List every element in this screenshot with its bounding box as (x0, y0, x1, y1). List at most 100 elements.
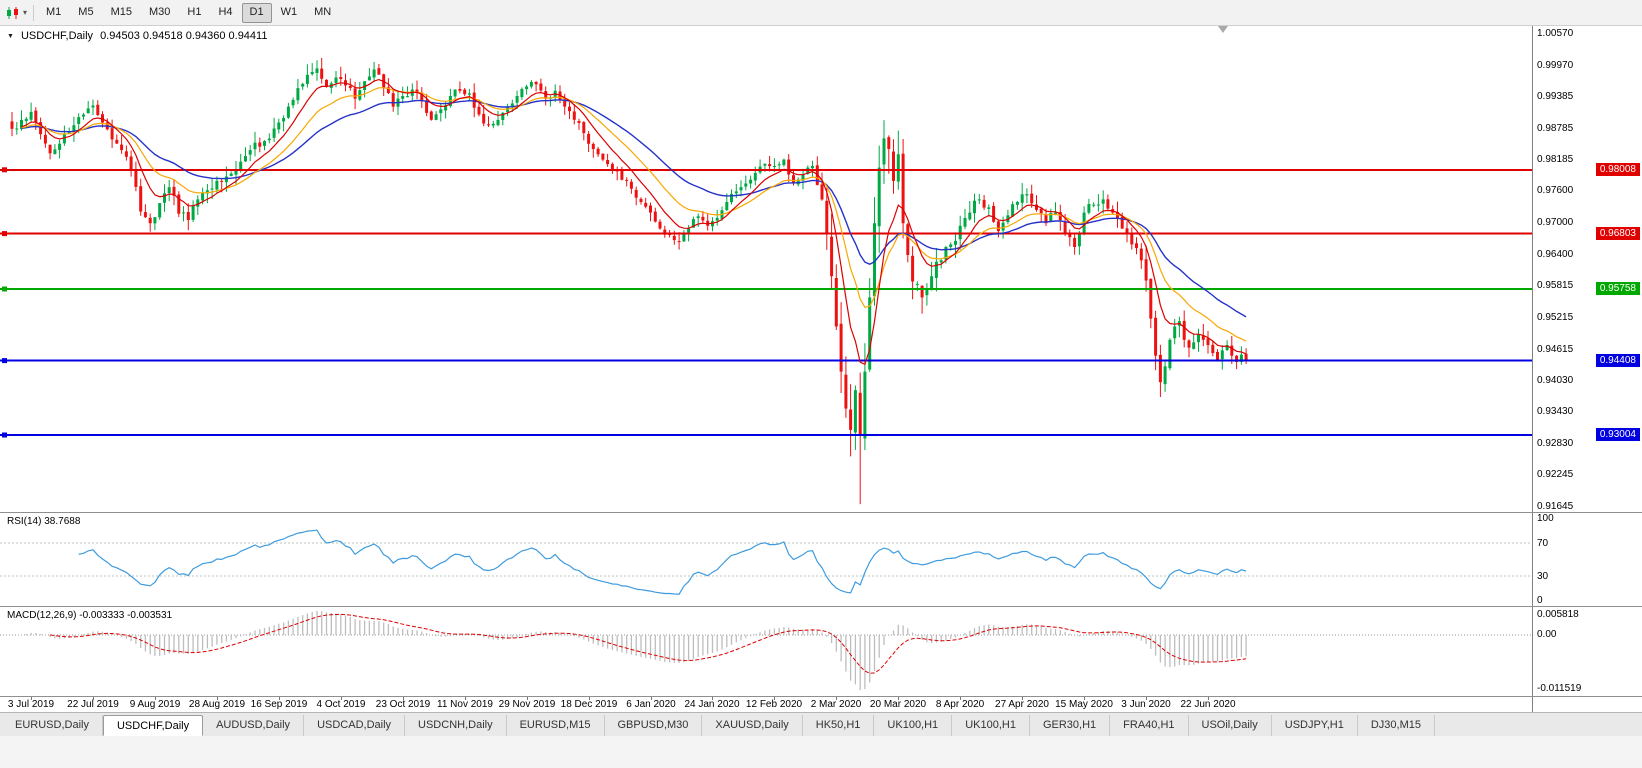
date-label: 3 Jul 2019 (7, 699, 55, 710)
timeframe-button-h1[interactable]: H1 (187, 5, 202, 18)
rsi-tick: 30 (1537, 571, 1549, 583)
date-label: 18 Dec 2019 (560, 699, 618, 710)
price-tick: 0.97600 (1537, 185, 1574, 197)
date-tick-mark (960, 697, 961, 700)
price-tick: 0.98185 (1537, 154, 1574, 166)
axis-corner (1532, 697, 1642, 712)
chart-tab-eurusd-daily[interactable]: EURUSD,Daily (2, 715, 103, 736)
chart-tab-ger30-h1[interactable]: GER30,H1 (1030, 715, 1111, 736)
timeframe-buttons: M1 M5 M15 M30 H1 H4 D1 W1 MN (38, 2, 339, 23)
date-label: 29 Nov 2019 (498, 699, 556, 710)
chart-tab-usoil-daily[interactable]: USOil,Daily (1189, 715, 1272, 736)
date-tick-mark (465, 697, 466, 700)
date-label: 11 Nov 2019 (437, 699, 493, 710)
price-chart-panel: ▼ USDCHF,Daily 0.94503 0.94518 0.94360 0… (0, 26, 1642, 512)
timeframe-button-w1[interactable]: W1 (280, 5, 298, 18)
chart-type-icon[interactable] (5, 6, 21, 20)
rsi-panel: RSI(14) 38.7688 100 70 30 0 (0, 512, 1642, 606)
hline-handle[interactable] (2, 231, 7, 237)
chart-tab-dj30-m15[interactable]: DJ30,M15 (1358, 715, 1435, 736)
date-axis[interactable]: 3 Jul 2019 22 Jul 2019 9 Aug 2019 28 Aug 20… (0, 696, 1642, 712)
price-tick: 0.95815 (1537, 280, 1574, 291)
timeframe-button-m15[interactable]: M15 (110, 5, 132, 18)
chart-tab-bar: EURUSD,Daily USDCHF,Daily AUDUSD,Daily USDC… (0, 712, 1642, 736)
macd-tick: -0.011519 (1537, 683, 1582, 694)
rsi-tick: 100 (1537, 513, 1554, 524)
chart-tab-uk100-h1[interactable]: UK100,H1 (874, 715, 953, 736)
date-tick-mark (31, 697, 32, 700)
chart-tab-usdchf-daily[interactable]: USDCHF,Daily (102, 715, 204, 736)
date-labels: 3 Jul 2019 22 Jul 2019 9 Aug 2019 28 Aug 20… (0, 697, 1532, 712)
chart-menu-icon[interactable]: ▼ (7, 32, 14, 40)
chart-ohlc-values: 0.94503 0.94518 0.94360 0.94411 (100, 30, 268, 42)
date-label: 15 May 2020 (1055, 699, 1113, 710)
rsi-line (78, 529, 1247, 595)
date-tick-mark (93, 697, 94, 700)
price-plot[interactable]: ▼ USDCHF,Daily 0.94503 0.94518 0.94360 0… (0, 26, 1532, 512)
rsi-svg (0, 529, 1532, 595)
macd-signal-line (50, 613, 1247, 674)
price-tick: 0.99970 (1537, 59, 1574, 71)
rsi-tick: 0 (1537, 595, 1543, 606)
chart-tab-usdcad-daily[interactable]: USDCAD,Daily (304, 715, 406, 736)
chart-tab-eurusd-m15[interactable]: EURUSD,M15 (507, 715, 605, 736)
chart-tab-audusd-daily[interactable]: AUDUSD,Daily (203, 715, 305, 736)
chart-shift-marker[interactable] (1218, 26, 1228, 33)
ma-slow-line (21, 99, 1247, 318)
price-line-badge: 0.98008 (1595, 162, 1640, 176)
date-tick-mark (651, 697, 652, 700)
hline-handle[interactable] (2, 167, 7, 173)
timeframe-button-m30[interactable]: M30 (148, 5, 171, 18)
macd-label: MACD(12,26,9) -0.003333 -0.003531 (7, 610, 173, 621)
date-label: 12 Feb 2020 (745, 699, 803, 710)
macd-tick: 0.00 (1537, 629, 1557, 641)
toolbar-dropdown-icon[interactable]: ▾ (23, 8, 28, 17)
date-label: 16 Sep 2019 (250, 699, 308, 710)
chart-tab-xauusd-daily[interactable]: XAUUSD,Daily (702, 715, 803, 736)
date-tick-mark (898, 697, 899, 700)
timeframe-toolbar: ▾ M1 M5 M15 M30 H1 H4 D1 W1 MN (0, 0, 1642, 26)
price-tick: 0.94615 (1537, 343, 1574, 355)
rsi-label: RSI(14) 38.7688 (7, 516, 81, 527)
chart-tab-hk50-h1[interactable]: HK50,H1 (803, 715, 875, 736)
timeframe-button-m1[interactable]: M1 (46, 5, 62, 18)
rsi-plot[interactable]: RSI(14) 38.7688 (0, 513, 1532, 606)
date-label: 4 Oct 2019 (316, 699, 366, 710)
hline-handle[interactable] (2, 286, 7, 292)
toolbar-separator (33, 4, 35, 21)
timeframe-button-h4[interactable]: H4 (218, 5, 233, 18)
date-tick-mark (836, 697, 837, 700)
hline-handle[interactable] (2, 358, 7, 364)
chart-tab-fra40-h1[interactable]: FRA40,H1 (1110, 715, 1189, 736)
timeframe-button-m5[interactable]: M5 (78, 5, 94, 18)
candlestick-chart-svg[interactable] (0, 26, 1532, 512)
timeframe-button-d1[interactable]: D1 (241, 2, 272, 23)
price-tick: 0.92245 (1537, 469, 1574, 481)
macd-histogram (20, 611, 1247, 690)
date-label: 20 Mar 2020 (869, 699, 927, 710)
date-label: 27 Apr 2020 (995, 699, 1049, 710)
date-tick-mark (712, 697, 713, 700)
date-tick-mark (155, 697, 156, 700)
price-line-badge: 0.95758 (1595, 282, 1640, 296)
chart-tab-usdjpy-h1[interactable]: USDJPY,H1 (1272, 715, 1358, 736)
date-tick-mark (1022, 697, 1023, 700)
date-label: 6 Jan 2020 (626, 699, 676, 710)
price-tick: 0.94030 (1537, 374, 1574, 386)
date-label: 23 Oct 2019 (375, 699, 431, 710)
chart-tab-gbpusd-m30[interactable]: GBPUSD,M30 (605, 715, 703, 736)
chart-tab-uk100-h1[interactable]: UK100,H1 (952, 715, 1030, 736)
date-label: 24 Jan 2020 (684, 699, 740, 710)
hline-handle[interactable] (2, 432, 7, 438)
chart-type-icon-glyph (7, 6, 18, 19)
price-line-badge: 0.96803 (1595, 226, 1640, 240)
macd-panel: MACD(12,26,9) -0.003333 -0.003531 0.0058… (0, 606, 1642, 696)
rsi-tick: 70 (1537, 537, 1549, 549)
timeframe-button-mn[interactable]: MN (314, 5, 332, 18)
chart-tab-usdcnh-daily[interactable]: USDCNH,Daily (405, 715, 507, 736)
price-scale[interactable]: 1.00570 0.99970 0.99385 0.98785 0.98185 0.976… (1532, 26, 1642, 512)
price-tick: 0.92830 (1537, 438, 1574, 450)
macd-plot[interactable]: MACD(12,26,9) -0.003333 -0.003531 (0, 607, 1532, 696)
date-tick-mark (1146, 697, 1147, 700)
